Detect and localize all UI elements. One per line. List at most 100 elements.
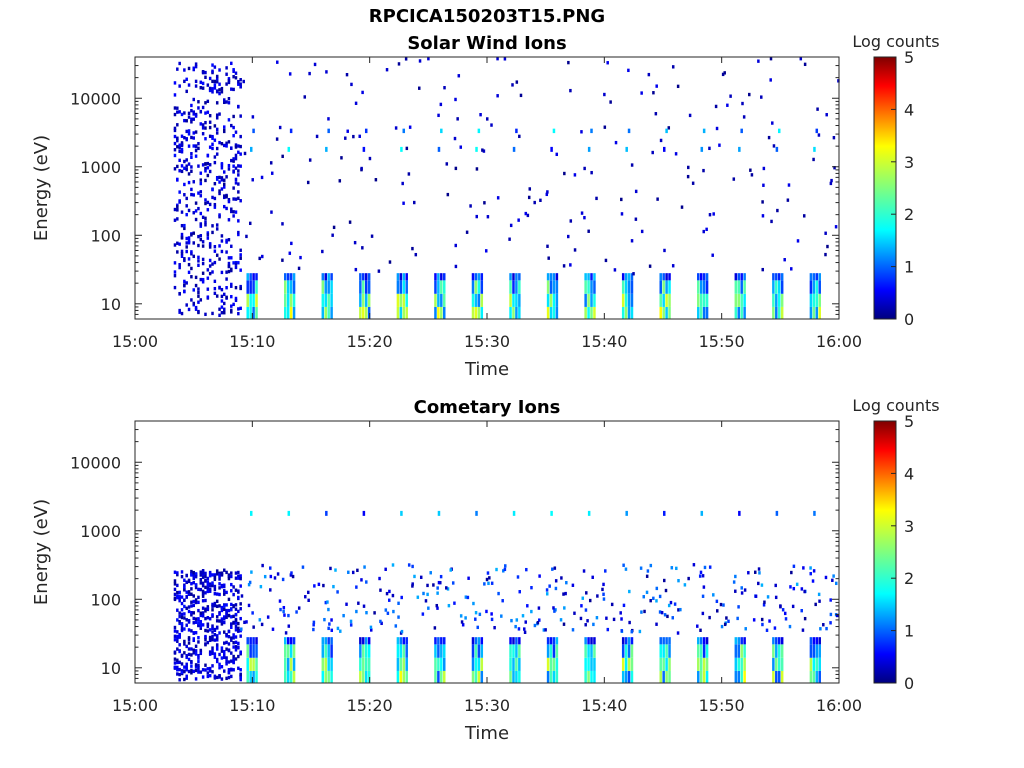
data-cell [225, 277, 228, 281]
low-energy-cell [437, 644, 440, 658]
background-cell [445, 162, 449, 166]
data-cell [176, 583, 179, 588]
low-energy-cell [780, 637, 784, 645]
data-cell [237, 307, 240, 311]
data-cell [227, 668, 231, 672]
background-cell [394, 126, 398, 130]
data-cell [237, 570, 240, 575]
data-cell [183, 578, 186, 582]
data-cell [176, 217, 179, 221]
mid-band-cell [628, 589, 631, 594]
data-cell [218, 68, 221, 72]
background-cell [762, 183, 765, 187]
mid-band-cell [802, 566, 805, 570]
data-cell [185, 129, 188, 134]
background-cell [732, 177, 736, 181]
mid-band-cell [486, 571, 490, 575]
data-cell [194, 201, 198, 205]
low-energy-cell [440, 273, 443, 281]
data-cell [215, 572, 219, 576]
data-cell [237, 629, 240, 633]
data-cell [201, 623, 205, 627]
low-energy-cell [659, 306, 662, 319]
background-cell [825, 113, 828, 117]
low-energy-cell [552, 306, 556, 319]
mid-band-cell [271, 627, 275, 631]
secondary-band-cell [813, 146, 816, 152]
mid-band-cell [760, 583, 764, 587]
mid-band-cell [317, 582, 321, 587]
data-cell [180, 311, 184, 316]
low-energy-cell [252, 637, 255, 645]
data-cell [211, 142, 214, 146]
low-energy-cell [630, 670, 634, 683]
data-cell [206, 671, 210, 675]
background-cell [350, 82, 353, 87]
data-cell [223, 182, 226, 186]
data-cell [201, 163, 205, 167]
low-energy-cell [359, 280, 362, 294]
data-cell [190, 647, 193, 651]
low-energy-cell [734, 293, 738, 307]
low-energy-cell [662, 273, 665, 281]
data-cell [234, 640, 238, 644]
mid-band-cell [649, 563, 653, 568]
secondary-band-cell [740, 128, 743, 134]
background-cell [299, 255, 302, 260]
data-cell [206, 640, 210, 645]
data-cell [237, 666, 240, 670]
data-cell [176, 595, 179, 600]
mid-band-cell [247, 582, 251, 587]
low-energy-cell [743, 280, 746, 294]
data-cell [215, 152, 219, 156]
data-cell [173, 270, 177, 274]
low-energy-cell [471, 306, 475, 319]
data-cell [230, 651, 233, 655]
background-cell [562, 264, 566, 268]
background-cell [620, 197, 623, 202]
mid-band-cell [588, 598, 592, 603]
background-cell [418, 86, 421, 90]
low-energy-cell [474, 280, 478, 294]
low-energy-cell [662, 293, 665, 307]
data-cell [185, 89, 188, 94]
y-tick-label: 100 [90, 590, 121, 609]
data-cell [218, 631, 221, 635]
background-cell [651, 150, 654, 155]
data-cell [223, 185, 226, 189]
background-cell [270, 171, 274, 175]
data-cell [220, 90, 224, 94]
secondary-band-cell [738, 146, 741, 152]
mid-band-cell [812, 569, 816, 573]
data-cell [180, 112, 184, 117]
data-cell [211, 613, 214, 617]
data-cell [211, 262, 214, 266]
data-cell [215, 101, 219, 105]
mid-band-cell [740, 591, 744, 595]
data-cell [213, 584, 217, 589]
data-cell [194, 217, 198, 222]
low-energy-cell [443, 293, 446, 307]
data-cell [190, 668, 193, 673]
data-cell [208, 674, 212, 678]
low-energy-cell [555, 293, 559, 307]
background-cell [533, 200, 536, 205]
low-energy-cell [399, 670, 403, 683]
low-energy-cell [399, 273, 403, 281]
data-cell [204, 223, 207, 227]
low-energy-cell [552, 644, 556, 658]
low-energy-cell [474, 273, 478, 281]
mid-band-cell [620, 629, 623, 633]
data-cell [213, 160, 217, 165]
low-energy-cell [405, 293, 408, 307]
data-cell [230, 589, 233, 593]
data-cell [223, 170, 226, 174]
low-energy-cell [590, 280, 593, 294]
background-cell [569, 88, 572, 93]
data-cell [192, 112, 195, 116]
low-energy-cell [359, 657, 362, 671]
low-energy-cell [480, 637, 484, 645]
data-cell [176, 608, 179, 612]
background-cell [306, 180, 310, 185]
low-energy-cell [705, 293, 709, 307]
